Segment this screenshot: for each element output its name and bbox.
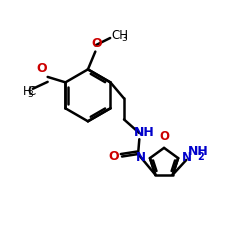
Text: 3: 3 <box>28 90 33 100</box>
Text: 3: 3 <box>121 34 127 43</box>
Text: C: C <box>28 85 36 98</box>
Text: 2: 2 <box>198 152 204 162</box>
Text: NH: NH <box>134 126 154 139</box>
Text: O: O <box>91 36 102 50</box>
Text: O: O <box>159 130 169 143</box>
Text: NH: NH <box>188 146 208 158</box>
Text: N: N <box>136 151 146 164</box>
Text: H: H <box>23 85 32 98</box>
Text: O: O <box>108 150 119 163</box>
Text: N: N <box>182 151 192 164</box>
Text: O: O <box>36 62 47 75</box>
Text: CH: CH <box>111 28 128 42</box>
